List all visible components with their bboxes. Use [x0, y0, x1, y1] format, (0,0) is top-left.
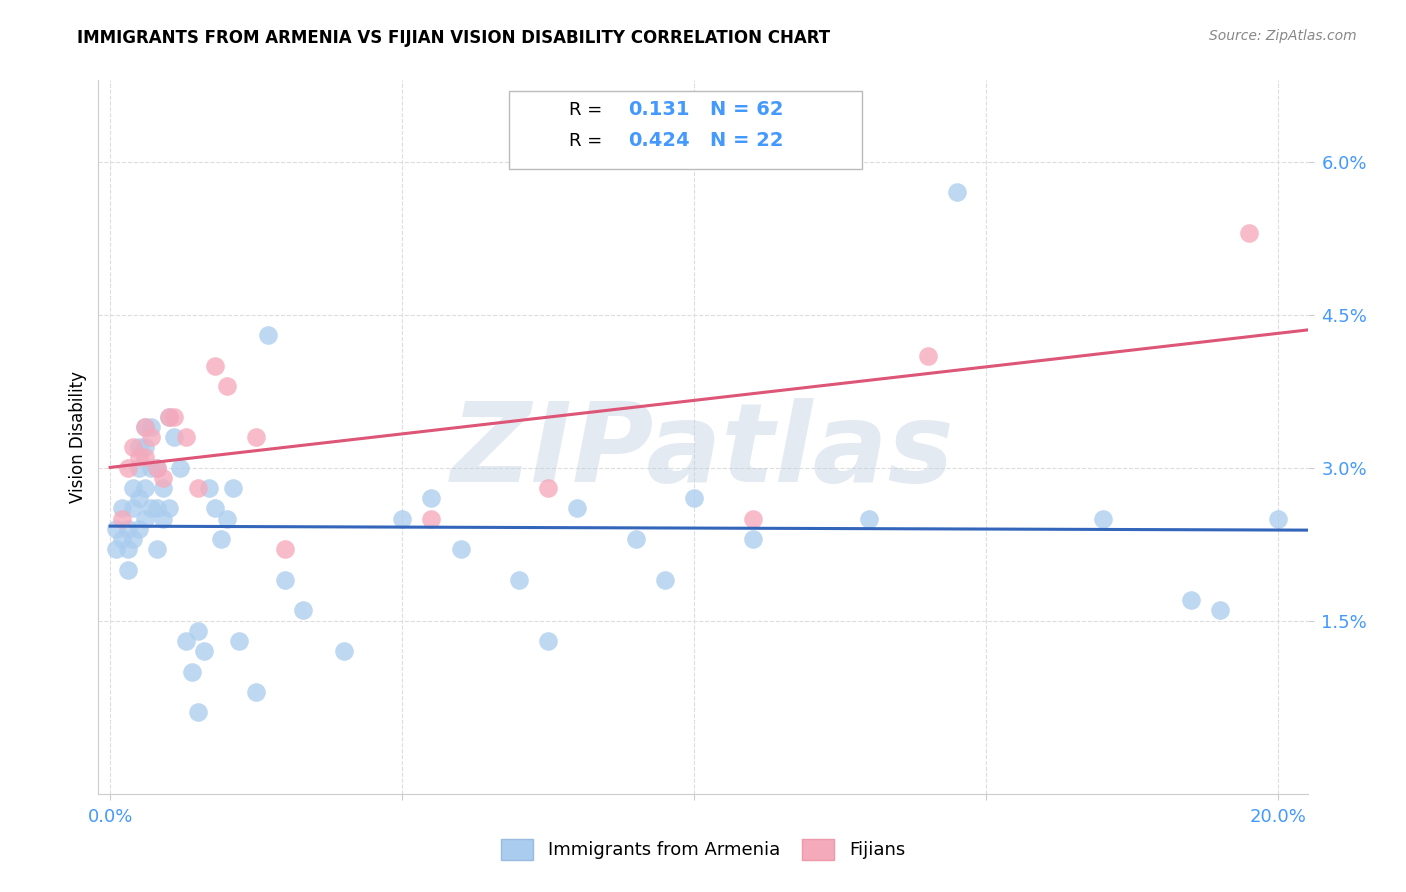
Point [508, 573, 530, 587]
Point [245, 685, 267, 699]
Text: IMMIGRANTS FROM ARMENIA VS FIJIAN VISION DISABILITY CORRELATION CHART: IMMIGRANTS FROM ARMENIA VS FIJIAN VISION… [77, 29, 831, 47]
Point [128, 522, 150, 536]
Point [157, 409, 180, 424]
Point [741, 511, 763, 525]
Point [146, 460, 169, 475]
Point [391, 511, 413, 525]
Text: N = 22: N = 22 [710, 131, 783, 151]
Point [1180, 593, 1202, 607]
Point [1237, 226, 1260, 240]
Point [152, 481, 174, 495]
Point [291, 603, 314, 617]
Point [139, 420, 162, 434]
Point [537, 481, 560, 495]
Point [134, 440, 156, 454]
Legend: Immigrants from Armenia, Fijians: Immigrants from Armenia, Fijians [494, 831, 912, 867]
Point [139, 460, 162, 475]
Text: Source: ZipAtlas.com: Source: ZipAtlas.com [1209, 29, 1357, 44]
Point [122, 440, 145, 454]
Point [139, 501, 162, 516]
Point [1267, 511, 1289, 525]
Point [128, 450, 150, 465]
Point [117, 522, 139, 536]
Point [128, 440, 150, 454]
Point [122, 481, 145, 495]
Point [420, 511, 443, 525]
Point [222, 481, 245, 495]
Point [946, 186, 969, 200]
Point [111, 511, 134, 525]
Point [128, 491, 150, 506]
Point [163, 430, 186, 444]
Point [134, 450, 156, 465]
Point [228, 634, 250, 648]
Point [1209, 603, 1232, 617]
Point [858, 511, 880, 525]
Text: R =: R = [569, 101, 609, 119]
Point [187, 624, 209, 638]
Point [134, 420, 156, 434]
Point [332, 644, 354, 658]
Point [180, 665, 202, 679]
Text: 0.131: 0.131 [628, 100, 690, 120]
Point [917, 349, 939, 363]
Point [117, 542, 139, 557]
Point [117, 563, 139, 577]
Point [215, 511, 238, 525]
Point [274, 573, 297, 587]
Point [152, 471, 174, 485]
Point [104, 542, 127, 557]
Y-axis label: Vision Disability: Vision Disability [69, 371, 87, 503]
Point [683, 491, 706, 506]
Text: 0.424: 0.424 [628, 131, 690, 151]
Point [567, 501, 589, 516]
Point [420, 491, 443, 506]
Point [157, 409, 180, 424]
Point [146, 501, 169, 516]
Point [450, 542, 472, 557]
Point [146, 460, 169, 475]
Point [122, 501, 145, 516]
Point [1092, 511, 1115, 525]
Point [209, 532, 232, 546]
Point [174, 430, 197, 444]
Point [193, 644, 215, 658]
Point [157, 501, 180, 516]
Point [128, 460, 150, 475]
Point [117, 460, 139, 475]
Point [134, 511, 156, 525]
Point [104, 522, 127, 536]
Point [122, 532, 145, 546]
Point [654, 573, 676, 587]
Point [187, 481, 209, 495]
Point [139, 430, 162, 444]
Point [537, 634, 560, 648]
Point [152, 511, 174, 525]
Point [146, 542, 169, 557]
Point [111, 532, 134, 546]
Point [198, 481, 221, 495]
Text: ZIPatlas: ZIPatlas [451, 398, 955, 505]
Point [204, 501, 226, 516]
Point [163, 409, 186, 424]
Point [134, 420, 156, 434]
Point [134, 481, 156, 495]
Text: N = 62: N = 62 [710, 100, 783, 120]
Point [174, 634, 197, 648]
Point [215, 379, 238, 393]
Point [204, 359, 226, 373]
Point [256, 328, 278, 343]
Point [187, 706, 209, 720]
Text: R =: R = [569, 132, 609, 150]
Point [111, 501, 134, 516]
Point [741, 532, 763, 546]
Point [169, 460, 191, 475]
Point [245, 430, 267, 444]
Point [274, 542, 297, 557]
Point [624, 532, 647, 546]
